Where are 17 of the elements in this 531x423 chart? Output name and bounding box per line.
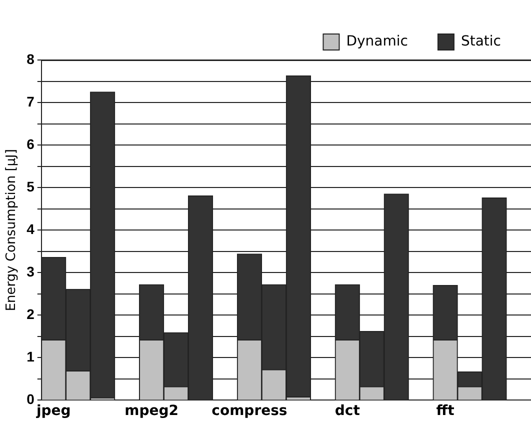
x-tick-label: fft — [436, 403, 455, 420]
y-tick-label: 8 — [26, 50, 35, 67]
x-tick-label: mpeg2 — [124, 403, 178, 420]
y-tick-label: 0 — [26, 391, 35, 408]
y-tick-label: 2 — [26, 306, 35, 322]
y-tick-label: 1 — [26, 348, 35, 365]
y-tick-label: 5 — [26, 178, 35, 194]
x-tick-label: dct — [334, 403, 360, 420]
x-tick-label: jpeg — [35, 403, 71, 420]
y-tick-label: 7 — [26, 93, 35, 110]
y-tick-label: 3 — [26, 263, 35, 280]
y-axis-title: Energy Consumption [μJ] — [4, 149, 20, 312]
legend-label: Dynamic — [346, 34, 408, 50]
x-tick-label: compress — [212, 403, 288, 420]
y-tick-label: 6 — [26, 136, 35, 152]
legend-label: Static — [460, 34, 501, 50]
y-tick-label: 4 — [26, 220, 35, 237]
